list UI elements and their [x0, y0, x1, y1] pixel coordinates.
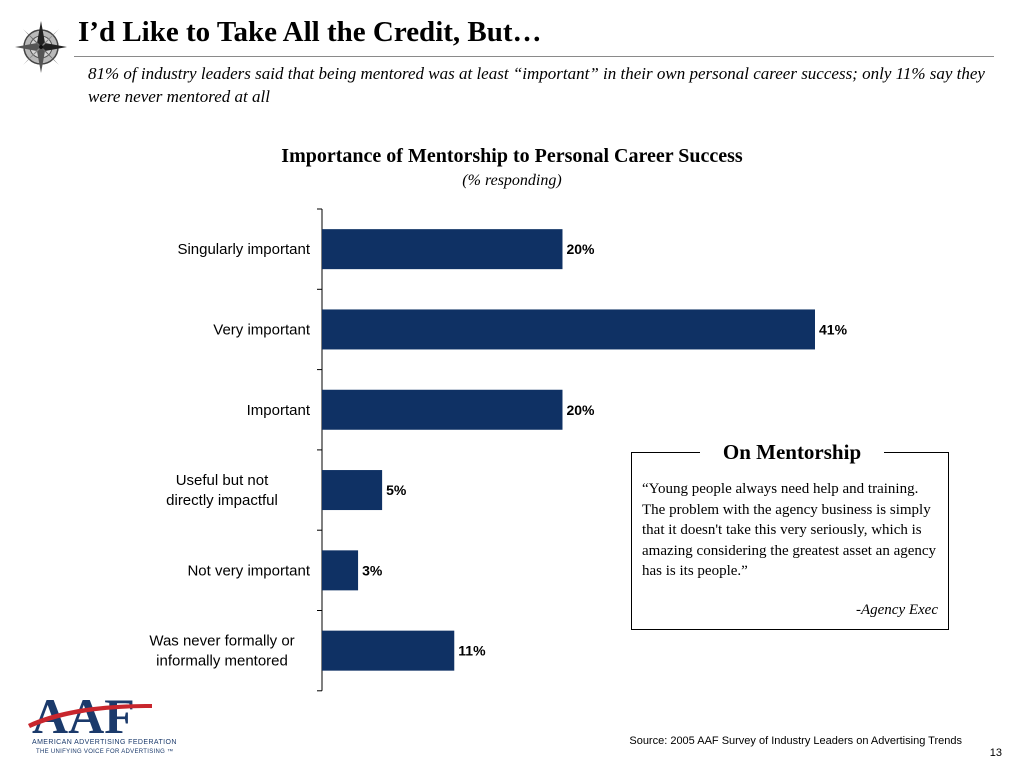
category-label: Was never formally or informally mentored [149, 633, 294, 670]
bar [322, 389, 563, 430]
logo-mark: AAF [32, 688, 135, 738]
bar [322, 470, 383, 511]
chart-title: Importance of Mentorship to Personal Car… [281, 145, 743, 167]
chart-subtitle: (% responding) [462, 172, 562, 189]
data-label: 3% [362, 562, 383, 578]
page-number: 13 [989, 747, 1002, 759]
data-label: 41% [819, 321, 848, 337]
bar [322, 309, 815, 350]
title-divider [74, 56, 994, 57]
org-tagline: The Unifying Voice For Advertising ™ [36, 749, 174, 755]
source-note: Source: 2005 AAF Survey of Industry Lead… [629, 735, 962, 747]
data-label: 20% [566, 402, 595, 418]
slide-subtitle: 81% of industry leaders said that being … [88, 64, 985, 106]
data-label: 5% [386, 482, 407, 498]
callout-title: On Mentorship [700, 440, 884, 465]
category-label: Very important [213, 321, 311, 338]
bar [322, 550, 359, 591]
category-label: Important [247, 402, 311, 419]
slide-title: I’d Like to Take All the Credit, But… [78, 16, 542, 48]
bar [322, 229, 563, 270]
chart-marks: 20% Singularly important 41% Very important… [149, 208, 848, 692]
org-name: American Advertising Federation [32, 739, 177, 746]
callout-box [631, 452, 949, 630]
aaf-logo-icon: AAF [28, 688, 152, 738]
category-label: Singularly important [177, 241, 310, 258]
category-label: Useful but not directly impactful [166, 472, 278, 509]
compass-logo-icon [15, 21, 67, 73]
data-label: 11% [458, 643, 486, 659]
data-label: 20% [566, 241, 595, 257]
callout-attribution: -Agency Exec [855, 602, 938, 618]
category-label: Not very important [187, 562, 310, 579]
logo-swoosh [28, 704, 152, 728]
bar [322, 630, 455, 671]
callout-quote: “Young people always need help and train… [642, 481, 937, 580]
